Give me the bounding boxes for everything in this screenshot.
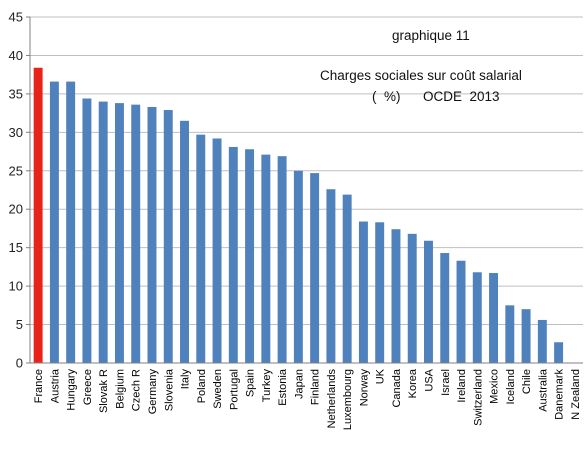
- bar-greece: [82, 98, 92, 363]
- x-category-label: Germany: [147, 369, 159, 415]
- bar-slovenia: [163, 110, 173, 363]
- x-category-label: Luxembourg: [342, 369, 354, 430]
- chart-title-line1: Charges sociales sur coût salarial: [320, 68, 522, 83]
- x-category-label: Canada: [391, 368, 403, 407]
- y-tick-label: 30: [9, 125, 23, 140]
- y-axis-ticks: 0 5 10 15 20 25 30 35 40 45: [9, 10, 30, 371]
- x-category-label: Estonia: [277, 368, 289, 406]
- bar-canada: [391, 229, 401, 363]
- bar-australia: [537, 319, 547, 363]
- x-category-label: Iceland: [505, 369, 517, 404]
- x-category-label: Italy: [180, 369, 192, 390]
- bar-korea: [407, 233, 417, 363]
- x-category-label: Sweden: [212, 369, 224, 409]
- bar-luxembourg: [342, 194, 352, 363]
- x-axis-labels: France Austria Hungary Greece Slovak R Belgiu…: [33, 368, 582, 430]
- x-category-label: Belgium: [114, 369, 126, 409]
- graph-number-label: graphique 11: [392, 28, 470, 43]
- chart-title-line2: ( %) OCDE 2013: [372, 89, 500, 104]
- x-category-label: Switzerland: [472, 369, 484, 426]
- bar-italy: [180, 120, 189, 363]
- grid-lines: [30, 16, 583, 326]
- y-tick-label: 20: [9, 202, 23, 217]
- y-tick-label: 5: [16, 317, 23, 332]
- y-tick-label: 40: [9, 48, 23, 63]
- x-category-label: Mexico: [489, 369, 501, 404]
- y-tick-label: 45: [9, 10, 23, 25]
- x-category-label: Ireland: [456, 369, 468, 403]
- y-tick-label: 35: [9, 86, 23, 101]
- bar-germany: [147, 106, 157, 364]
- x-category-label: Slovenia: [163, 368, 175, 411]
- x-category-label: Norway: [358, 369, 370, 407]
- bar-hungary: [66, 81, 76, 363]
- bar-turkey: [261, 154, 271, 363]
- x-category-label: Austria: [49, 368, 61, 403]
- x-category-label: Chile: [521, 369, 533, 394]
- bar-estonia: [277, 156, 287, 363]
- bar-sweden: [212, 138, 222, 363]
- bar-israel: [440, 253, 450, 363]
- bar-ireland: [456, 260, 466, 363]
- bar-france: [33, 67, 43, 363]
- x-category-label: UK: [375, 368, 387, 384]
- x-category-label: Netherlands: [326, 369, 338, 429]
- bar-spain: [245, 149, 255, 363]
- bar-uk: [375, 222, 385, 363]
- x-category-label: Japan: [293, 369, 305, 399]
- bar-iceland: [505, 305, 515, 363]
- x-category-label: Czech R: [131, 369, 143, 411]
- bar-czech-r: [131, 104, 141, 364]
- bar-finland: [310, 173, 320, 363]
- bars: [33, 67, 564, 364]
- x-category-label: France: [33, 369, 45, 403]
- y-tick-label: 10: [9, 279, 23, 294]
- bar-norway: [358, 221, 368, 363]
- x-category-label: Spain: [245, 369, 257, 397]
- x-category-label: Turkey: [261, 369, 273, 403]
- bar-danemark: [554, 342, 564, 363]
- bar-poland: [196, 134, 206, 363]
- x-category-label: Slovak R: [98, 369, 110, 413]
- bar-chile: [521, 309, 531, 363]
- y-tick-label: 0: [16, 356, 23, 371]
- y-tick-label: 15: [9, 240, 23, 255]
- x-category-label: Australia: [537, 368, 549, 412]
- bar-slovak-r: [98, 101, 108, 364]
- x-category-label: Portugal: [228, 369, 240, 410]
- bar-netherlands: [326, 189, 336, 363]
- bar-belgium: [114, 103, 124, 364]
- x-category-label: Hungary: [66, 369, 78, 411]
- x-category-label: USA: [423, 368, 435, 391]
- bar-japan: [293, 170, 303, 363]
- x-category-label: Korea: [407, 368, 419, 398]
- x-category-label: Danemark: [554, 369, 566, 420]
- bar-usa: [424, 240, 433, 363]
- x-category-label: Greece: [82, 369, 94, 405]
- bar-austria: [49, 81, 59, 363]
- y-tick-label: 25: [9, 163, 23, 178]
- x-category-label: Finland: [310, 369, 322, 405]
- bar-portugal: [228, 146, 238, 363]
- x-category-label: Israel: [440, 369, 452, 396]
- x-category-label: Poland: [196, 369, 208, 403]
- bar-switzerland: [472, 272, 482, 363]
- x-category-label: N Zealand: [570, 369, 582, 420]
- bar-mexico: [489, 273, 499, 363]
